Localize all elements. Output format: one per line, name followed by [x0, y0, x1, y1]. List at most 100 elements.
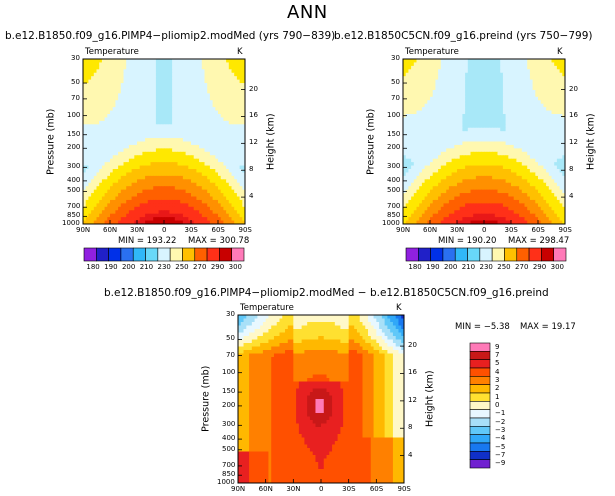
field-cell — [107, 72, 111, 77]
field-cell — [540, 151, 544, 156]
colorbar-swatch — [157, 247, 171, 262]
field-cell — [228, 141, 232, 146]
field-cell — [215, 179, 219, 184]
field-cell — [546, 72, 550, 77]
field-cell — [126, 158, 130, 163]
field-cell — [128, 175, 133, 180]
field-cell — [88, 131, 92, 136]
field-cell — [411, 124, 415, 129]
field-cell — [408, 148, 412, 153]
field-cell — [180, 114, 184, 118]
field-cell — [115, 79, 119, 84]
field-cell — [494, 114, 498, 118]
field-cell — [519, 131, 523, 136]
field-cell — [532, 162, 536, 167]
field-cell — [546, 59, 550, 63]
field-cell — [462, 86, 466, 91]
field-cell — [164, 131, 168, 136]
field-cell — [554, 148, 558, 153]
field-cell — [236, 120, 241, 125]
field-cell — [112, 114, 116, 118]
field-cell — [440, 114, 444, 118]
field-cell — [137, 134, 141, 139]
field-cell — [118, 158, 122, 163]
field-cell — [118, 117, 122, 122]
field-cell — [231, 117, 235, 122]
field-cell — [196, 120, 200, 125]
field-cell — [110, 72, 114, 77]
field-cell — [101, 169, 106, 173]
field-cell — [145, 158, 149, 163]
field-cell — [556, 103, 561, 108]
field-cell — [201, 193, 205, 197]
field-cell — [91, 72, 95, 77]
field-cell — [430, 141, 434, 146]
field-cell — [405, 110, 409, 115]
field-cell — [110, 193, 114, 197]
field-cell — [486, 172, 490, 177]
field-cell — [112, 199, 116, 204]
field-cell — [513, 155, 517, 160]
field-cell — [150, 203, 154, 208]
field-cell — [177, 213, 181, 218]
field-cell — [193, 138, 197, 142]
field-cell — [540, 148, 544, 153]
field-cell — [128, 186, 133, 191]
field-cell — [104, 117, 108, 122]
field-cell — [432, 83, 436, 87]
field-cell — [201, 203, 205, 208]
field-cell — [161, 182, 165, 187]
field-cell — [492, 117, 496, 122]
field-cell — [502, 120, 507, 125]
field-cell — [147, 162, 151, 167]
field-cell — [411, 107, 415, 112]
field-cell — [242, 59, 245, 63]
field-cell — [207, 110, 211, 115]
field-cell — [180, 158, 184, 163]
field-cell — [199, 62, 203, 67]
field-cell — [524, 79, 528, 84]
field-cell — [413, 76, 417, 81]
field-cell — [527, 103, 531, 108]
field-cell — [123, 96, 127, 101]
field-cell — [209, 120, 214, 125]
field-cell — [145, 131, 149, 136]
field-cell — [155, 138, 160, 142]
field-cell — [207, 175, 211, 180]
field-cell — [115, 148, 119, 153]
field-cell — [155, 93, 160, 98]
field-cell — [120, 141, 124, 146]
field-cell — [481, 117, 485, 122]
field-cell — [440, 72, 444, 77]
field-cell — [120, 162, 124, 167]
field-cell — [511, 107, 515, 112]
field-cell — [459, 134, 463, 139]
field-cell — [155, 169, 160, 173]
field-cell — [511, 79, 515, 84]
field-cell — [502, 114, 507, 118]
field-cell — [91, 182, 95, 187]
field-cell — [486, 158, 490, 163]
field-cell — [107, 155, 111, 160]
field-cell — [104, 89, 108, 94]
field-cell — [497, 59, 501, 63]
field-cell — [405, 144, 409, 149]
field-cell — [112, 203, 116, 208]
field-cell — [413, 155, 417, 160]
field-cell — [131, 162, 135, 167]
field-cell — [91, 158, 95, 163]
field-cell — [465, 86, 469, 91]
field-cell — [161, 124, 165, 129]
field-cell — [475, 76, 480, 81]
field-cell — [459, 96, 463, 101]
field-cell — [137, 151, 141, 156]
field-cell — [158, 141, 162, 146]
field-cell — [413, 62, 417, 67]
field-cell — [421, 165, 426, 170]
field-cell — [532, 96, 536, 101]
field-cell — [440, 165, 444, 170]
field-cell — [201, 179, 205, 184]
field-cell — [118, 141, 122, 146]
field-cell — [556, 59, 561, 63]
field-cell — [150, 134, 154, 139]
